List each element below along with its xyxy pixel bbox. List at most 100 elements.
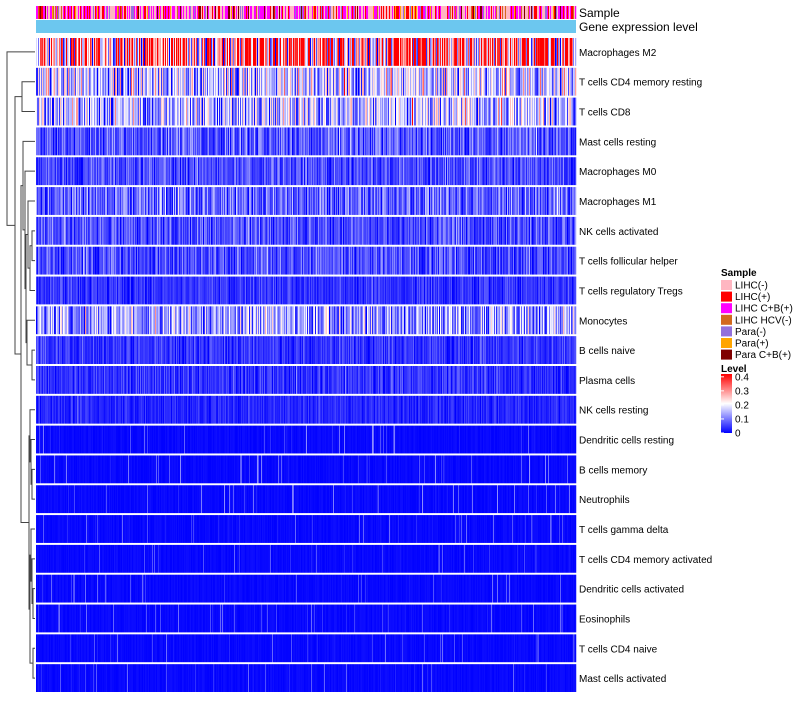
heatmap-cell: [179, 97, 181, 126]
heatmap-cell: [192, 157, 194, 186]
heatmap-cell: [475, 97, 477, 126]
heatmap-cell: [223, 67, 225, 96]
sample-annotation-cell: [53, 6, 55, 19]
heatmap-cell: [536, 127, 538, 156]
sample-annotation-cell: [484, 6, 486, 19]
heatmap-cell: [266, 187, 268, 215]
heatmap-cell: [346, 38, 348, 66]
heatmap-cell: [265, 127, 267, 156]
heatmap-cell: [83, 97, 85, 126]
heatmap-cell: [566, 127, 568, 156]
heatmap-cell: [380, 187, 382, 215]
heatmap-cell: [565, 97, 567, 126]
sample-annotation-cell: [123, 6, 125, 19]
heatmap-cell: [560, 67, 562, 96]
heatmap-cell: [167, 67, 169, 96]
heatmap-cell: [76, 38, 78, 66]
heatmap-cell: [85, 67, 87, 96]
heatmap-cell: [277, 38, 279, 66]
sample-annotation-cell: [507, 6, 509, 19]
heatmap-cell: [541, 187, 543, 215]
heatmap-cell: [404, 67, 406, 96]
heatmap-cell: [180, 38, 182, 66]
sample-annotation-cell: [428, 6, 430, 19]
heatmap-cell: [420, 127, 422, 156]
heatmap-cell: [482, 38, 484, 66]
heatmap-cell: [414, 67, 416, 96]
heatmap-cell: [183, 157, 185, 186]
heatmap-cell: [75, 97, 77, 126]
heatmap-cell: [166, 157, 168, 186]
heatmap-cell: [138, 216, 140, 245]
heatmap-cell: [230, 67, 232, 96]
heatmap-cell: [197, 97, 199, 126]
heatmap-cell: [391, 38, 393, 66]
heatmap-cell: [98, 216, 100, 245]
sample-annotation-cell: [277, 6, 279, 19]
sample-annotation-cell: [88, 6, 90, 19]
heatmap-cell: [370, 38, 372, 66]
sample-annotation-cell: [149, 6, 151, 19]
heatmap-cell: [484, 67, 486, 96]
heatmap-cell: [125, 97, 127, 126]
heatmap-cell: [177, 97, 179, 126]
heatmap-cell: [65, 127, 67, 156]
heatmap-cell: [254, 97, 256, 126]
heatmap-cell: [150, 187, 152, 215]
sample-annotation-cell: [202, 6, 204, 19]
heatmap-cell: [309, 187, 311, 215]
sample-annotation-cell: [343, 6, 345, 19]
heatmap-cell: [248, 127, 250, 156]
sample-annotation-cell: [107, 6, 109, 19]
heatmap-cell: [394, 127, 396, 156]
heatmap-cell: [565, 38, 567, 66]
heatmap-cell: [437, 127, 439, 156]
heatmap-cell: [521, 157, 523, 186]
heatmap-cell: [390, 157, 392, 186]
heatmap-cell: [227, 127, 229, 156]
heatmap-cell: [81, 187, 83, 215]
heatmap-cell: [79, 38, 81, 66]
heatmap-cell: [407, 157, 409, 186]
heatmap-cell: [70, 67, 72, 96]
heatmap-cell: [314, 157, 316, 186]
sample-annotation-cell: [430, 6, 432, 19]
sample-annotation-cell: [418, 6, 420, 19]
heatmap-cell: [199, 157, 201, 186]
heatmap-cell: [42, 157, 44, 186]
heatmap-cell: [381, 67, 383, 96]
heatmap-cell: [574, 38, 576, 66]
heatmap-cell: [50, 157, 52, 186]
heatmap-cell: [422, 127, 424, 156]
heatmap-cell: [135, 187, 137, 215]
heatmap-cell: [79, 67, 81, 96]
sample-annotation-cell: [406, 6, 408, 19]
heatmap-cell: [446, 97, 448, 126]
heatmap-cell: [456, 38, 458, 66]
heatmap-cell: [258, 97, 260, 126]
heatmap-cell: [430, 38, 432, 66]
heatmap-cell: [497, 97, 499, 126]
heatmap-cell: [550, 97, 552, 126]
heatmap-cell: [46, 187, 48, 215]
heatmap-cell: [267, 38, 269, 66]
heatmap-cell: [113, 97, 115, 126]
heatmap-cell: [179, 38, 181, 66]
heatmap-cell: [134, 97, 136, 126]
heatmap-cell: [268, 67, 270, 96]
heatmap-cell: [257, 67, 259, 96]
sample-annotation-cell: [232, 6, 234, 19]
heatmap-cell: [363, 127, 365, 156]
heatmap-cell: [458, 38, 460, 66]
heatmap-cell: [94, 127, 96, 156]
heatmap-cell: [52, 187, 54, 215]
sample-annotation-cell: [315, 6, 317, 19]
heatmap-cell: [322, 157, 324, 186]
heatmap-cell: [202, 67, 204, 96]
heatmap-cell: [533, 38, 535, 66]
heatmap-cell: [530, 97, 532, 126]
heatmap-cell: [568, 187, 570, 215]
heatmap-cell: [205, 38, 207, 66]
heatmap-cell: [125, 216, 127, 245]
heatmap-cell: [310, 187, 312, 215]
